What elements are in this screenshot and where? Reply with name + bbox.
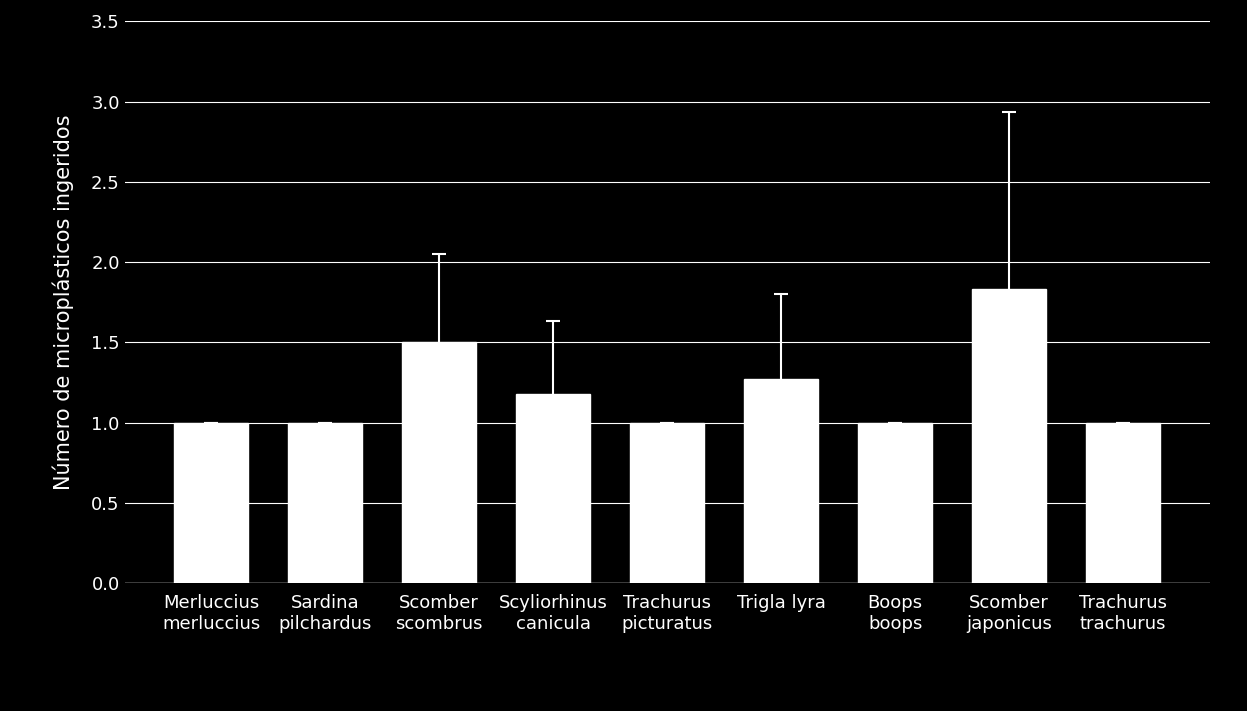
Bar — [516, 394, 590, 583]
Bar — [630, 422, 705, 583]
Bar — [402, 342, 476, 583]
Bar — [175, 422, 248, 583]
Bar — [744, 379, 818, 583]
Y-axis label: Número de microplásticos ingeridos: Número de microplásticos ingeridos — [52, 114, 75, 490]
Bar — [288, 422, 362, 583]
Bar — [858, 422, 933, 583]
Bar — [973, 289, 1046, 583]
Bar — [1086, 422, 1160, 583]
